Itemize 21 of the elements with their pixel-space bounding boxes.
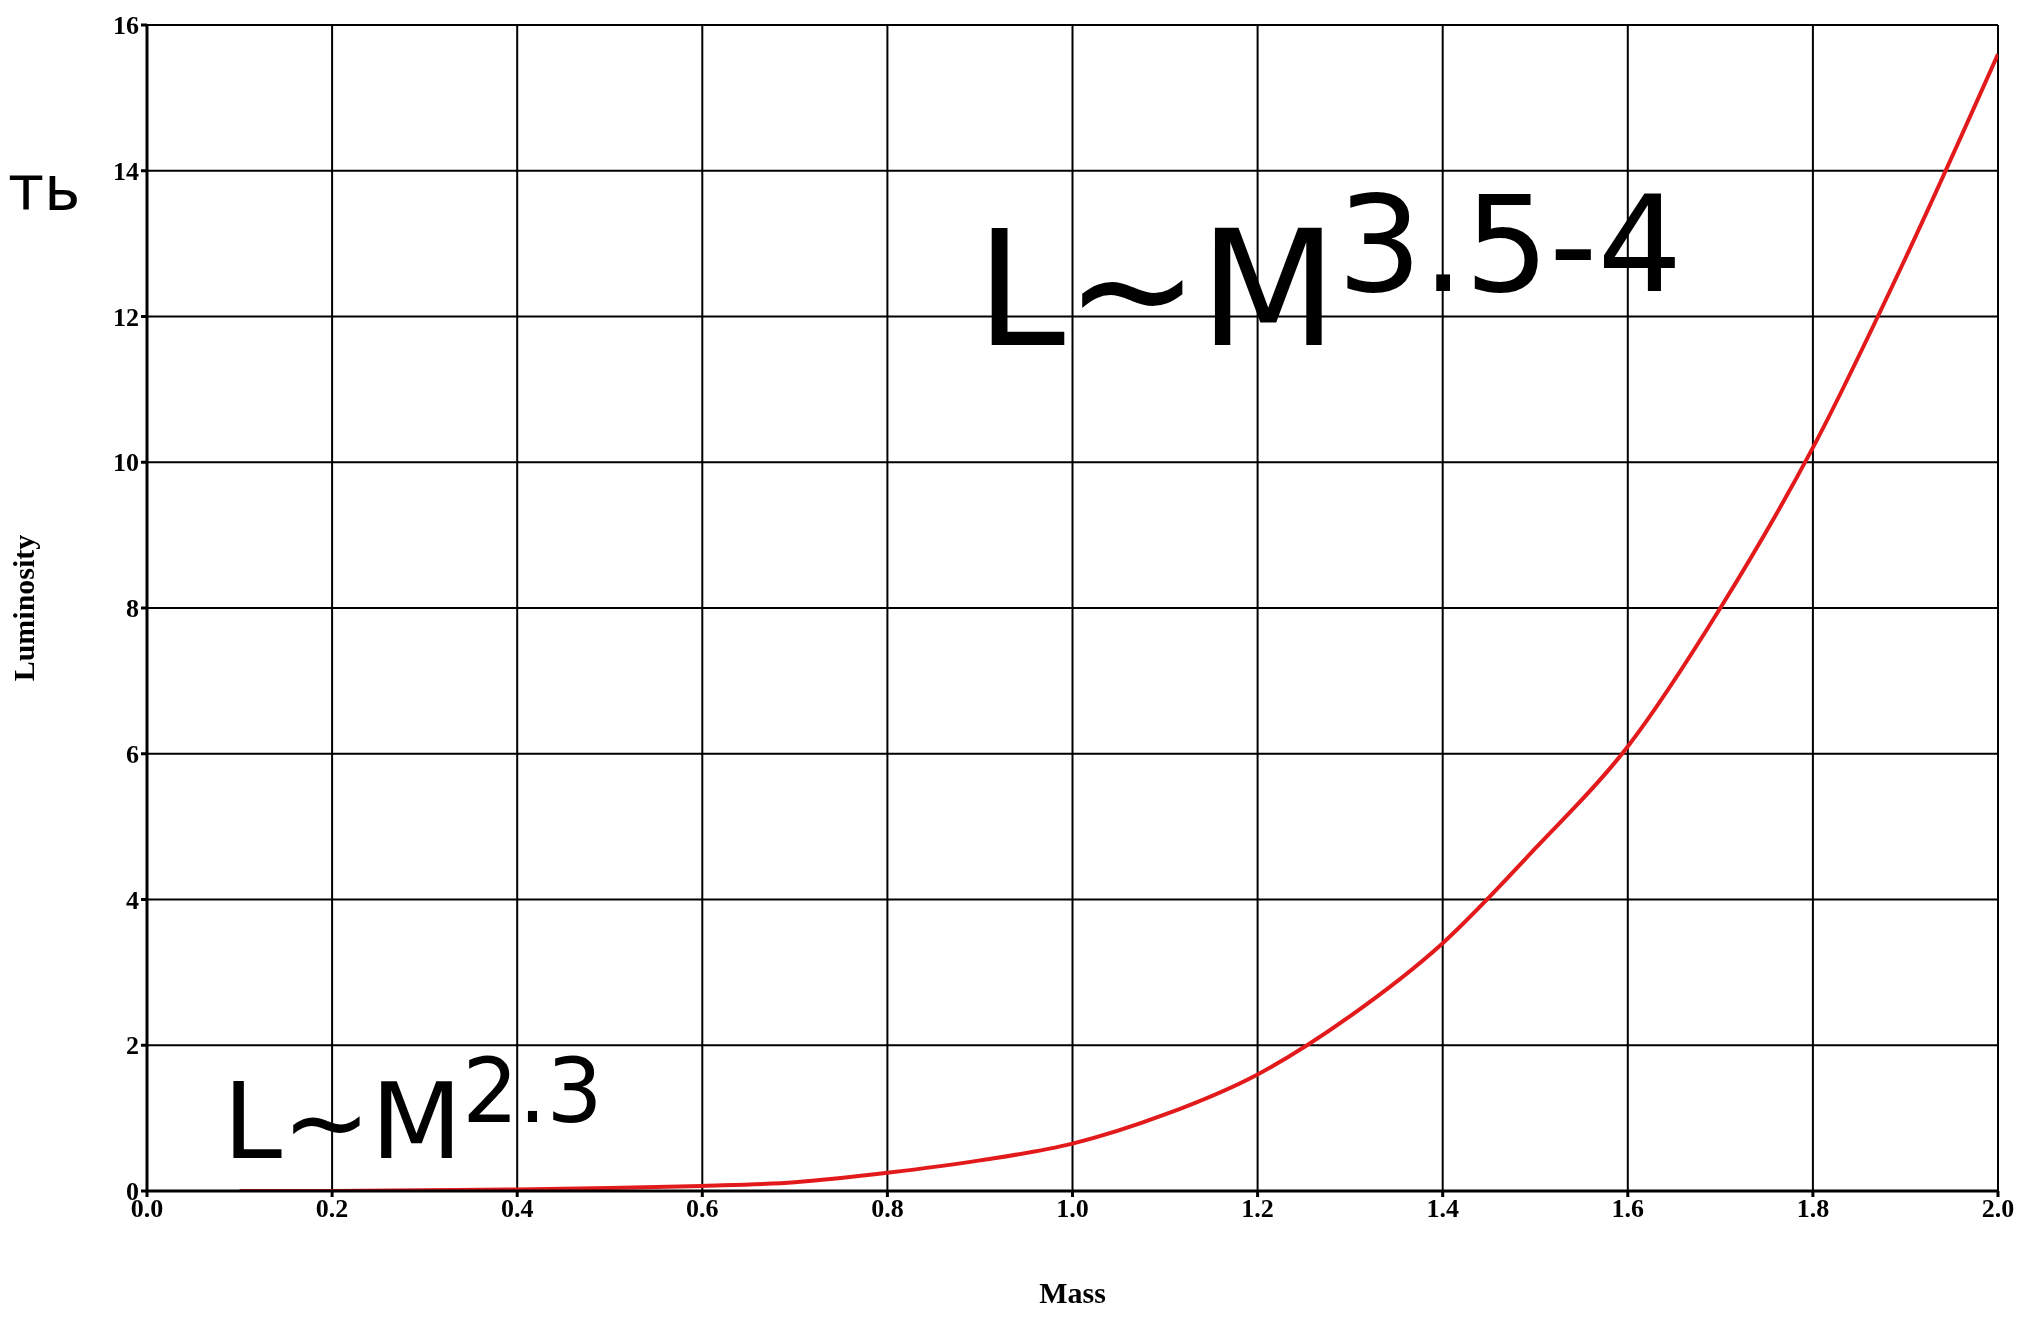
x-tick-label: 1.8: [1796, 1194, 1830, 1224]
y-tick-label: 2: [126, 1031, 139, 1061]
x-tick-label: 1.0: [1056, 1194, 1089, 1224]
x-tick-label: 1.6: [1611, 1194, 1645, 1224]
y-tick-label: 10: [113, 448, 139, 478]
y-tick-label: 12: [113, 302, 139, 332]
text: ть: [8, 152, 81, 225]
x-tick-label: 0.2: [315, 1194, 349, 1224]
x-tick-label: 0.4: [500, 1194, 534, 1224]
x-tick-label: 1.2: [1241, 1194, 1274, 1224]
x-axis-title: Mass: [1039, 1276, 1106, 1309]
y-tick-label: 16: [113, 11, 139, 41]
y-tick-label: 8: [126, 594, 139, 624]
x-tick-label: 0.6: [686, 1194, 719, 1224]
x-tick-label: 1.4: [1426, 1194, 1459, 1224]
y-tick-label: 6: [126, 739, 139, 769]
y-tick-label: 14: [113, 156, 139, 186]
y-tick-label: 4: [126, 885, 139, 915]
x-tick-label: 2.0: [1981, 1194, 2015, 1224]
y-axis-title: Luminosity: [6, 534, 40, 682]
x-tick-label: 0.8: [871, 1194, 904, 1224]
